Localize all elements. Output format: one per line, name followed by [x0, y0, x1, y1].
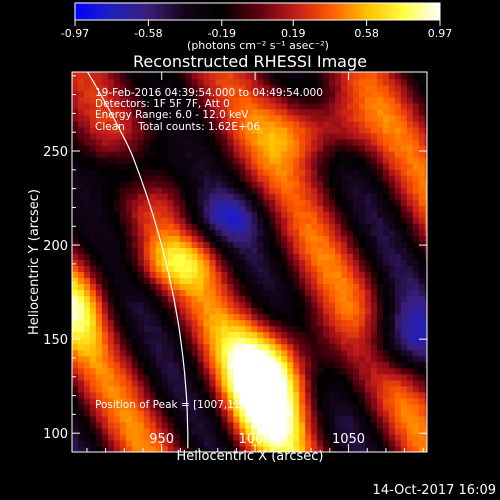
- x-axis-label: Heliocentric X (arcsec): [177, 449, 324, 464]
- peak-marker: [266, 412, 271, 417]
- colorbar-tick-label: -0.58: [134, 27, 162, 40]
- solar-limb-curve: [86, 71, 189, 449]
- colorbar-tick-label: 0.19: [281, 27, 306, 40]
- annotation-energy-range: Energy Range: 6.0 - 12.0 keV: [95, 109, 249, 121]
- x-tick-label: 1000: [239, 432, 272, 447]
- colorbar-tick-label: 0.58: [354, 27, 379, 40]
- y-tick-label: 100: [43, 427, 68, 442]
- annotation-clean-counts: Clean Total counts: 1.62E+06: [95, 121, 260, 133]
- colorbar-unit-label: (photons cm⁻² s⁻¹ asec⁻²): [187, 39, 329, 52]
- y-tick-label: 200: [43, 239, 68, 254]
- y-tick-label: 250: [43, 145, 68, 160]
- colorbar-tick-label: 0.97: [428, 27, 453, 40]
- y-tick-label: 150: [43, 333, 68, 348]
- colorbar-tick-label: -0.19: [208, 27, 236, 40]
- y-axis-ticks: 100 150 200 250: [43, 75, 427, 442]
- annotation-time-range: 19-Feb-2016 04:39:54.000 to 04:49:54.000: [95, 87, 323, 99]
- footer-timestamp: 14-Oct-2017 16:09: [373, 483, 496, 498]
- colorbar-tick-label: -0.97: [61, 27, 89, 40]
- annotation-peak-position: Position of Peak = [1007,110]: [95, 399, 251, 411]
- x-tick-label: 1050: [332, 432, 365, 447]
- annotation-detectors: Detectors: 1F 5F 7F, Att 0: [95, 98, 230, 110]
- plot-frame: [71, 71, 428, 453]
- colorbar-ticks: -0.97 -0.58 -0.19 0.19 0.58 0.97: [61, 20, 452, 40]
- x-tick-label: 950: [149, 432, 174, 447]
- x-axis-ticks: 950 1000 1050: [86, 72, 424, 452]
- colorbar: [74, 2, 441, 21]
- heatmap-image: [72, 72, 427, 452]
- chart-title: Reconstructed RHESSI Image: [133, 52, 367, 71]
- y-axis-label: Heliocentric Y (arcsec): [27, 189, 42, 335]
